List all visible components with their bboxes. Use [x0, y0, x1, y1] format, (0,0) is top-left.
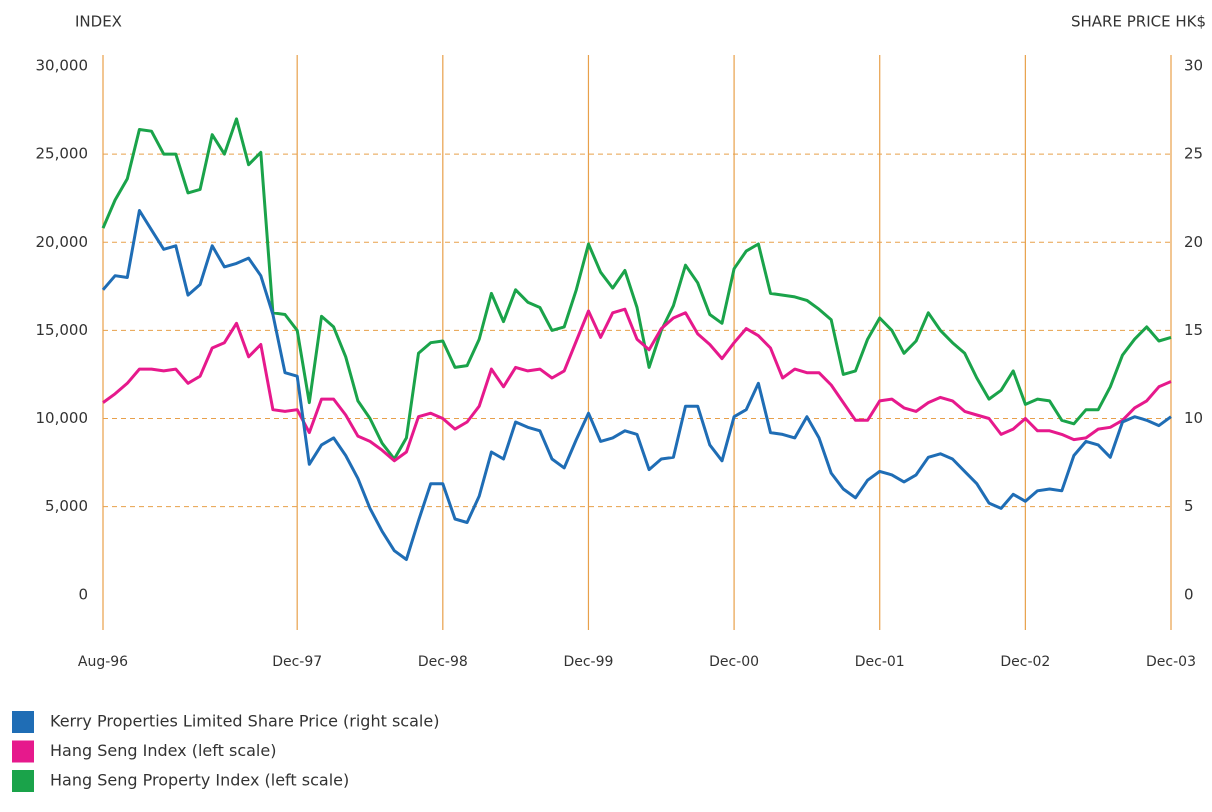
y-tick-label: 0	[78, 585, 88, 603]
y-tick-label: 15,000	[36, 321, 89, 339]
y-tick-label: 25,000	[36, 145, 89, 163]
series-line	[101, 117, 1172, 461]
y-axis-label: INDEX	[75, 13, 122, 31]
legend-label: Kerry Properties Limited Share Price (ri…	[50, 712, 439, 731]
legend-label: Hang Seng Index (left scale)	[50, 741, 276, 760]
x-tick-label: Dec-02	[1000, 654, 1050, 670]
x-tick-label: Dec-97	[272, 654, 322, 670]
legend-swatch	[12, 740, 34, 763]
y-tick-label: 20,000	[36, 233, 89, 251]
legend-swatch	[12, 711, 34, 733]
series-line	[102, 307, 1172, 463]
x-tick-label: Dec-00	[709, 654, 759, 670]
y-tick-label: 5,000	[45, 497, 88, 515]
series-line	[101, 209, 1172, 561]
y-tick-label: 10,000	[36, 409, 89, 427]
y2-tick-label: 0	[1184, 585, 1194, 603]
x-tick-label: Dec-99	[563, 654, 613, 670]
y2-axis-label: SHARE PRICE HK$	[1071, 13, 1206, 31]
y2-tick-label: 15	[1184, 321, 1203, 339]
y2-tick-label: 20	[1184, 233, 1203, 251]
legend-swatch	[12, 770, 34, 792]
y2-tick-label: 30	[1184, 57, 1203, 75]
legend-label: Hang Seng Property Index (left scale)	[50, 771, 349, 790]
x-tick-label: Dec-01	[855, 654, 905, 670]
y2-tick-label: 25	[1184, 145, 1203, 163]
x-tick-label: Dec-98	[418, 654, 468, 670]
y2-tick-label: 5	[1184, 497, 1194, 515]
y2-tick-label: 10	[1184, 409, 1203, 427]
x-tick-label: Dec-03	[1146, 654, 1196, 670]
x-tick-label: Aug-96	[78, 654, 128, 670]
y-tick-label: 30,000	[36, 57, 89, 75]
